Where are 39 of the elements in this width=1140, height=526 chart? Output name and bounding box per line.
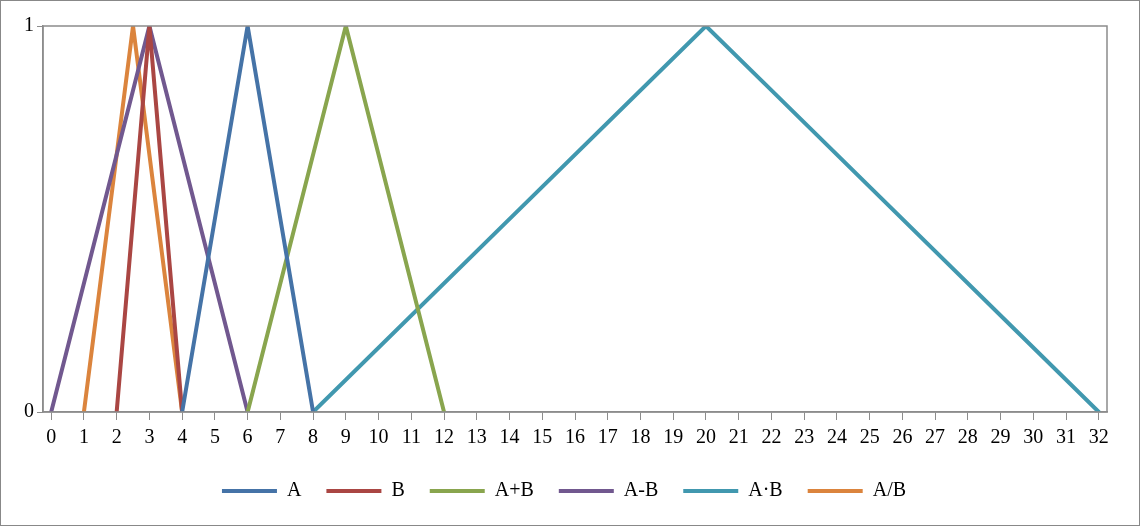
legend-label: A+B	[494, 478, 534, 501]
x-tick-label: 13	[466, 425, 487, 448]
x-tick-label: 5	[209, 425, 220, 448]
x-tick-label: 11	[401, 425, 421, 448]
x-tick-label: 16	[565, 425, 585, 448]
x-tick-label: 2	[111, 425, 122, 448]
x-tick-label: 25	[859, 425, 880, 448]
x-tick-label: 6	[242, 425, 253, 448]
x-tick-label: 3	[144, 425, 155, 448]
x-tick-label: 23	[794, 425, 815, 448]
x-tick-label: 29	[990, 425, 1011, 448]
x-tick-label: 14	[499, 425, 520, 448]
x-tick-label: 32	[1088, 425, 1109, 448]
x-tick-label: 24	[826, 425, 847, 448]
legend-label: A	[286, 478, 302, 501]
legend-label: B	[391, 478, 405, 501]
x-tick-label: 7	[275, 425, 286, 448]
x-tick-label: 12	[434, 425, 455, 448]
x-tick-label: 21	[728, 425, 749, 448]
x-tick-label: 20	[695, 425, 716, 448]
x-tick-label: 19	[663, 425, 684, 448]
x-tick-label: 9	[340, 425, 351, 448]
legend-label: A-B	[623, 478, 659, 501]
x-tick-label: 4	[177, 425, 188, 448]
x-tick-label: 26	[892, 425, 913, 448]
x-tick-label: 10	[368, 425, 389, 448]
x-tick-label: 27	[925, 425, 946, 448]
x-tick-label: 18	[630, 425, 651, 448]
x-tick-label: 1	[78, 425, 89, 448]
x-tick-label: 17	[597, 425, 618, 448]
x-tick-label: 22	[761, 425, 782, 448]
legend-label: A·B	[748, 478, 783, 501]
x-tick-label: 0	[46, 425, 57, 448]
x-tick-label: 8	[308, 425, 319, 448]
x-tick-label: 15	[532, 425, 553, 448]
x-tick-label: 31	[1056, 425, 1077, 448]
x-tick-label: 28	[957, 425, 978, 448]
legend-label: A/B	[872, 478, 907, 501]
x-tick-label: 30	[1023, 425, 1044, 448]
